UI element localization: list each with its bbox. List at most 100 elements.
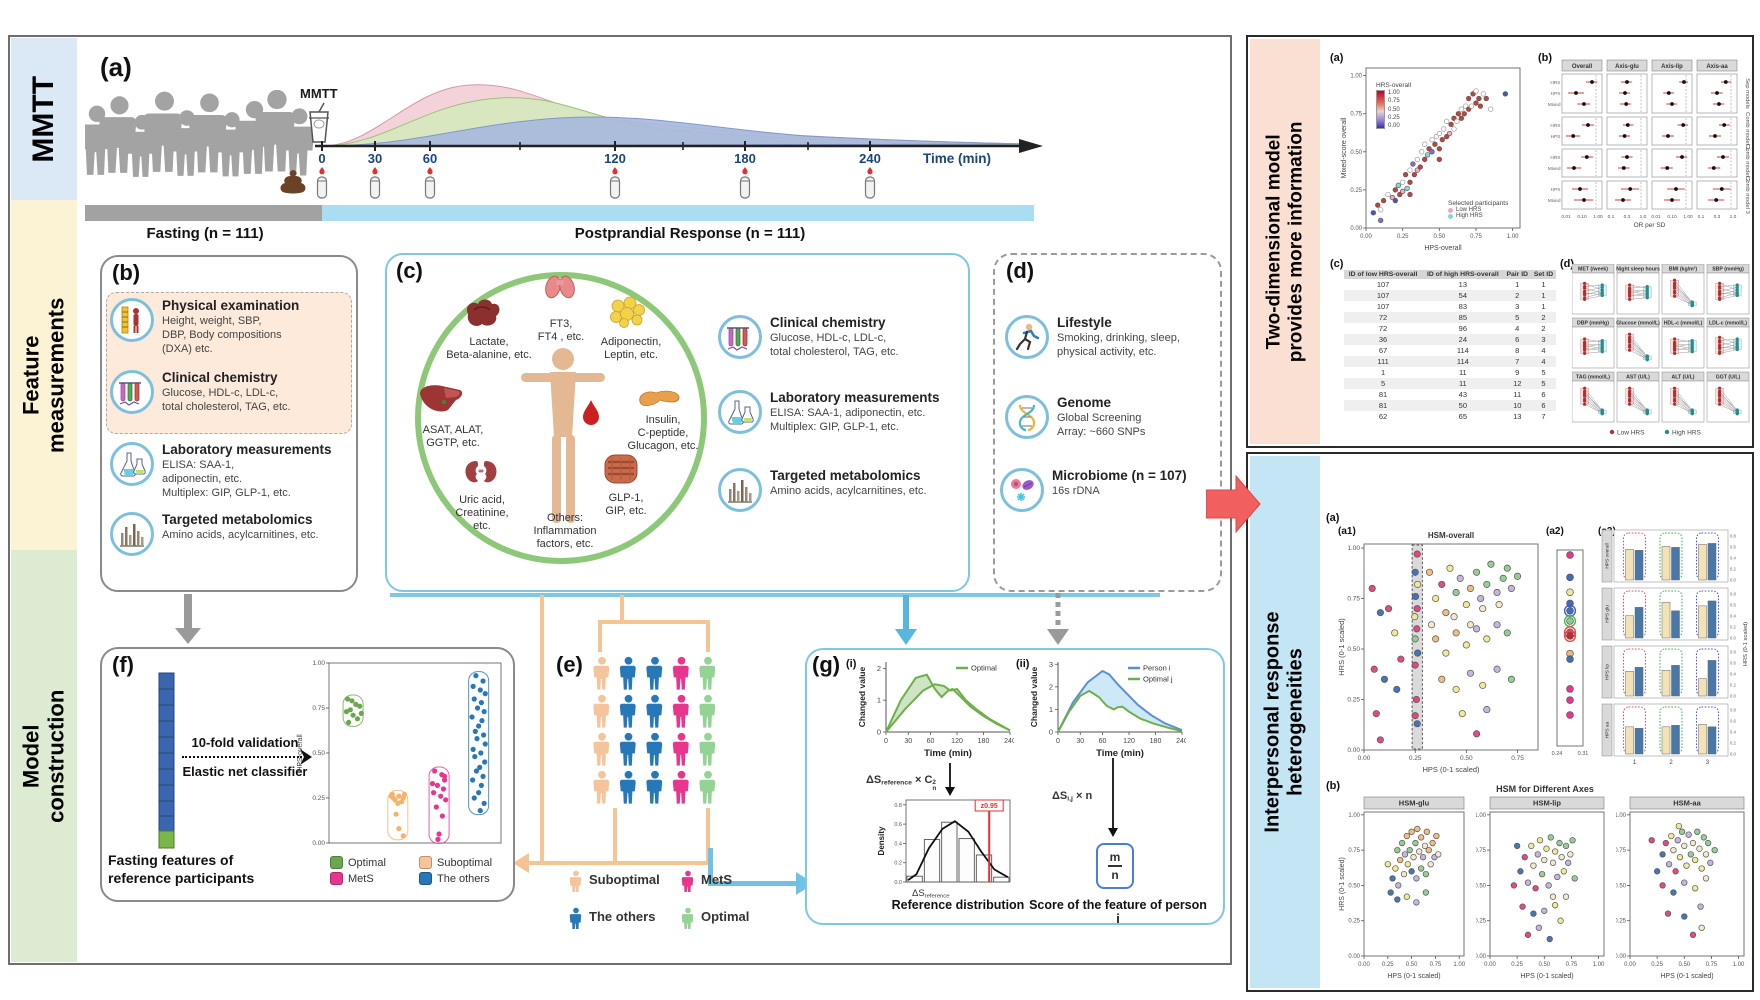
paired-comparison-chart: MET (/week) Night sleep hours BMI (kg/m²) S…: [1572, 264, 1750, 437]
rb-b-suptitle: HSM for Different Axes: [1496, 784, 1594, 794]
svg-text:0.00: 0.00: [1358, 962, 1370, 968]
svg-text:SBP (mmHg): SBP (mmHg): [1712, 267, 1744, 273]
svg-text:0.4: 0.4: [1730, 556, 1736, 561]
scatter-points: [1370, 88, 1508, 224]
table-row: 111 114 7 4: [1344, 356, 1556, 367]
fasting-bar: [85, 205, 322, 221]
pairs-table: ID of low HRS-overall ID of high HRS-over…: [1344, 270, 1556, 422]
svg-text:DBP (mmHg): DBP (mmHg): [1577, 321, 1609, 327]
svg-text:1.0: 1.0: [1640, 214, 1647, 220]
table-row: 107 83 3 1: [1376, 302, 1546, 311]
svg-text:0.0: 0.0: [1730, 636, 1736, 641]
person-icon: [672, 770, 689, 804]
svg-text:Person i: Person i: [1143, 664, 1171, 673]
person-icon: [646, 770, 663, 804]
item-title: Clinical chemistry: [162, 370, 278, 385]
svg-text:0.31: 0.31: [1578, 751, 1589, 757]
svg-text:0.6: 0.6: [1730, 603, 1736, 608]
svg-text:240: 240: [1176, 738, 1186, 745]
scatter-points: [1368, 550, 1522, 744]
sample-tube-icon: [316, 176, 328, 199]
svg-text:0.00: 0.00: [1476, 954, 1487, 960]
svg-text:HPS lip: HPS lip: [1605, 664, 1611, 680]
orange-bracket-bottom: [528, 861, 710, 865]
svg-text:0.75: 0.75: [1470, 234, 1482, 240]
feature-matrix-bar: [158, 672, 175, 849]
svg-text:HRS: HRS: [1550, 155, 1560, 161]
section-label-feature: Feature measurements: [18, 297, 69, 453]
svg-text:0.00: 0.00: [1624, 962, 1636, 968]
metabolomics-icon: [718, 468, 762, 512]
person-icon: [619, 656, 636, 690]
person-icon: [699, 732, 716, 766]
svg-text:0.4: 0.4: [1730, 730, 1736, 735]
svg-text:0.25: 0.25: [312, 795, 325, 802]
panel-d-item: Lifestyle Smoking, drinking, sleep, physi…: [1005, 315, 1220, 359]
svg-text:0.75: 0.75: [1511, 755, 1524, 762]
svg-text:0.25: 0.25: [1409, 755, 1422, 762]
hsm-overall-scatter-chart: HSM-overall 0.00 0.25 0.50 0.75 1.00 0.00 0.25 0…: [1337, 531, 1539, 774]
svg-text:HPS (0-1 scaled): HPS (0-1 scaled): [1520, 973, 1573, 980]
svg-text:Time (min): Time (min): [923, 151, 991, 166]
svg-text:0.8: 0.8: [1730, 534, 1736, 539]
svg-text:0.50: 0.50: [1433, 234, 1445, 240]
svg-text:HSM-lip: HSM-lip: [1533, 799, 1561, 808]
svg-text:0: 0: [877, 728, 881, 737]
clinical-chemistry-icon: [110, 370, 154, 414]
svg-text:0.25: 0.25: [1397, 234, 1409, 240]
table-row: 67 114 8 4: [1378, 346, 1546, 355]
mmtt-drink-label: MMTT: [300, 86, 338, 101]
panel-b-item: Targeted metabolomics Amino acids, acylca…: [110, 512, 346, 556]
svg-text:0.4: 0.4: [894, 841, 902, 847]
selected-band-strip-chart: 0.24 0.31: [1552, 549, 1589, 757]
svg-text:1.00: 1.00: [1507, 234, 1519, 240]
svg-text:0.1: 0.1: [1608, 214, 1615, 220]
svg-text:0.50: 0.50: [1476, 883, 1487, 889]
svg-text:1.00: 1.00: [1616, 813, 1627, 819]
pancreas-icon: [636, 386, 682, 412]
panel-b-tag: (b): [112, 260, 141, 285]
adipose-label: Adiponectin, Leptin, etc.: [600, 336, 662, 362]
svg-text:0.3: 0.3: [1624, 214, 1631, 220]
item-title: Lifestyle: [1057, 315, 1112, 330]
participants-silhouettes-icon: [85, 90, 315, 177]
panel-f-tag: (f): [112, 652, 134, 677]
svg-text:0.10: 0.10: [1577, 214, 1587, 220]
svg-text:0.01: 0.01: [1651, 214, 1661, 220]
section-strip-feature: Feature measurements: [11, 200, 77, 550]
sample-tube-icon: [739, 176, 751, 199]
scatter-points: [1510, 834, 1578, 943]
person-icon: [188, 93, 227, 173]
svg-text:0.25: 0.25: [1651, 962, 1663, 968]
svg-text:HRS: HRS: [1550, 80, 1560, 86]
body-systems-circle: [415, 272, 707, 564]
svg-text:0.4: 0.4: [1730, 672, 1736, 677]
svg-text:120: 120: [604, 151, 626, 166]
table-row: 81 43 11 6: [1378, 390, 1546, 399]
orange-arrow-to-f: [513, 853, 529, 873]
svg-text:1.00: 1.00: [1683, 214, 1693, 220]
svg-text:0: 0: [1056, 738, 1060, 745]
svg-text:High HRS: High HRS: [1672, 430, 1702, 437]
svg-text:0.50: 0.50: [312, 750, 325, 757]
rt-c-tag: (c): [1330, 258, 1344, 270]
svg-text:HRS (0-1 scaled): HRS (0-1 scaled): [1339, 857, 1346, 911]
fasting-label: Fasting (n = 111): [146, 225, 264, 242]
selected-participants-legend: Selected participants Low HRS High HRS: [1448, 200, 1509, 219]
svg-text:0.25: 0.25: [1616, 919, 1627, 925]
svg-text:0.75: 0.75: [312, 705, 325, 712]
svg-text:0.75: 0.75: [1706, 962, 1718, 968]
panel-c-item: Clinical chemistry Glucose, HDL-c, LDL-c,…: [718, 315, 968, 359]
table-row: 81 50 10 6: [1344, 400, 1556, 411]
svg-text:0.6: 0.6: [1730, 719, 1736, 724]
orange-bracket-bot-r: [706, 808, 710, 863]
connector-blue-line: [390, 593, 1160, 597]
svg-text:2: 2: [1669, 760, 1673, 766]
blue-connector-e-horiz: [708, 881, 798, 886]
scatter-points: [1384, 825, 1442, 906]
pancreas-label: Insulin, C-peptide, Glucagon, etc.: [627, 414, 699, 453]
svg-text:LDL-c (mmol/L): LDL-c (mmol/L): [1709, 321, 1747, 327]
human-body-icon: [521, 348, 605, 523]
item-title: Clinical chemistry: [770, 315, 886, 330]
svg-text:0.01: 0.01: [1561, 214, 1571, 220]
